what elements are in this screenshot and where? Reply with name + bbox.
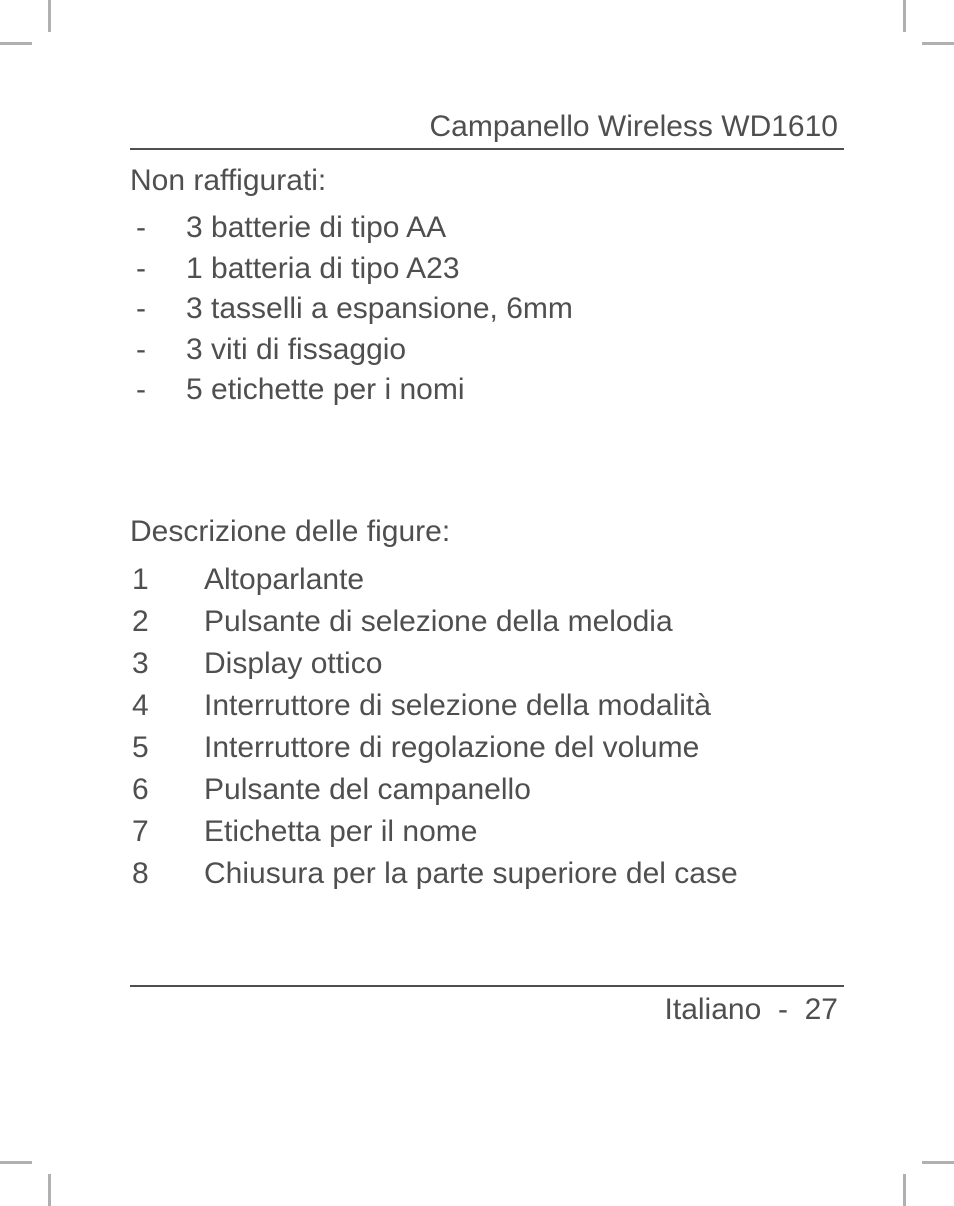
footer-separator: - xyxy=(778,993,788,1026)
figures-list: 1 Altoparlante 2 Pulsante di selezione d… xyxy=(132,559,844,895)
list-item: 6 Pulsante del campanello xyxy=(132,769,844,811)
section-heading-figures: Descrizione delle figure: xyxy=(130,515,844,549)
dash-bullet: - xyxy=(136,370,186,411)
list-item: 2 Pulsante di selezione della melodia xyxy=(132,601,844,643)
footer: Italiano - 27 xyxy=(130,985,844,1027)
dash-bullet: - xyxy=(136,330,186,371)
list-item-text: 3 viti di fissaggio xyxy=(186,330,406,371)
crop-mark xyxy=(48,1174,51,1206)
header-rule: Campanello Wireless WD1610 xyxy=(130,110,844,150)
section-heading-not-shown: Non raffigurati: xyxy=(130,164,844,198)
crop-mark xyxy=(922,1161,954,1164)
list-number: 3 xyxy=(132,643,204,685)
list-item-text: Pulsante del campanello xyxy=(204,769,531,811)
list-item: - 5 etichette per i nomi xyxy=(136,370,844,411)
list-item-text: Interruttore di regolazione del volume xyxy=(204,727,699,769)
list-number: 7 xyxy=(132,811,204,853)
list-item: 1 Altoparlante xyxy=(132,559,844,601)
list-item: - 3 batterie di tipo AA xyxy=(136,208,844,249)
not-shown-list: - 3 batterie di tipo AA - 1 batteria di … xyxy=(136,208,844,411)
crop-mark xyxy=(903,0,906,32)
list-item-text: Display ottico xyxy=(204,643,382,685)
list-item-text: 5 etichette per i nomi xyxy=(186,370,464,411)
list-item-text: Chiusura per la parte superiore del case xyxy=(204,853,738,895)
footer-page-number: 27 xyxy=(805,993,838,1026)
list-item: 7 Etichetta per il nome xyxy=(132,811,844,853)
list-item-text: Interruttore di selezione della modalità xyxy=(204,685,711,727)
list-item-text: 1 batteria di tipo A23 xyxy=(186,249,460,290)
list-item-text: Altoparlante xyxy=(204,559,364,601)
list-number: 2 xyxy=(132,601,204,643)
crop-mark xyxy=(903,1174,906,1206)
list-item-text: 3 tasselli a espansione, 6mm xyxy=(186,289,573,330)
list-item: - 3 tasselli a espansione, 6mm xyxy=(136,289,844,330)
list-item-text: Etichetta per il nome xyxy=(204,811,477,853)
list-item: - 1 batteria di tipo A23 xyxy=(136,249,844,290)
dash-bullet: - xyxy=(136,208,186,249)
list-item: 5 Interruttore di regolazione del volume xyxy=(132,727,844,769)
page-title: Campanello Wireless WD1610 xyxy=(130,110,844,144)
list-number: 5 xyxy=(132,727,204,769)
list-item: 8 Chiusura per la parte superiore del ca… xyxy=(132,853,844,895)
list-number: 6 xyxy=(132,769,204,811)
dash-bullet: - xyxy=(136,249,186,290)
list-number: 1 xyxy=(132,559,204,601)
list-number: 8 xyxy=(132,853,204,895)
crop-mark xyxy=(48,0,51,32)
list-item-text: Pulsante di selezione della melodia xyxy=(204,601,673,643)
list-item: 4 Interruttore di selezione della modali… xyxy=(132,685,844,727)
crop-mark xyxy=(922,42,954,45)
list-item-text: 3 batterie di tipo AA xyxy=(186,208,446,249)
list-item: 3 Display ottico xyxy=(132,643,844,685)
footer-text: Italiano - 27 xyxy=(130,987,844,1027)
page-content: Campanello Wireless WD1610 Non raffigura… xyxy=(130,110,844,1106)
dash-bullet: - xyxy=(136,289,186,330)
list-number: 4 xyxy=(132,685,204,727)
crop-mark xyxy=(0,42,32,45)
list-item: - 3 viti di fissaggio xyxy=(136,330,844,371)
footer-language: Italiano xyxy=(665,993,762,1026)
crop-mark xyxy=(0,1161,32,1164)
